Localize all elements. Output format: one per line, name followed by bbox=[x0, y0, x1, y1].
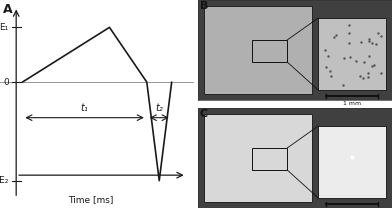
Point bbox=[365, 71, 371, 74]
Point bbox=[371, 63, 377, 67]
Point bbox=[369, 41, 375, 44]
Point bbox=[366, 54, 372, 57]
Point bbox=[365, 75, 371, 79]
Text: t₂: t₂ bbox=[155, 103, 163, 113]
Point bbox=[349, 155, 356, 159]
Point bbox=[333, 33, 339, 37]
Point bbox=[377, 35, 384, 38]
Text: 1 mm: 1 mm bbox=[343, 101, 361, 106]
Text: A: A bbox=[2, 3, 12, 16]
Bar bbox=[252, 40, 287, 62]
Point bbox=[328, 75, 334, 78]
Text: 0: 0 bbox=[3, 78, 9, 87]
Point bbox=[373, 42, 379, 45]
Bar bbox=[318, 18, 386, 90]
Point bbox=[346, 42, 352, 45]
Bar bbox=[204, 6, 312, 94]
Point bbox=[368, 64, 375, 67]
Point bbox=[361, 60, 367, 64]
Point bbox=[360, 76, 367, 80]
Text: - E₂: - E₂ bbox=[0, 176, 9, 185]
Point bbox=[341, 56, 348, 59]
Bar bbox=[204, 114, 312, 202]
Point bbox=[331, 35, 337, 38]
Point bbox=[345, 23, 352, 27]
Point bbox=[352, 59, 359, 63]
Point bbox=[325, 54, 331, 58]
Point bbox=[322, 48, 328, 51]
Point bbox=[323, 66, 329, 69]
Point bbox=[366, 40, 372, 43]
Text: B: B bbox=[200, 1, 208, 11]
Text: E₁: E₁ bbox=[0, 23, 9, 32]
Point bbox=[375, 32, 381, 35]
Point bbox=[347, 55, 353, 58]
Point bbox=[327, 69, 333, 73]
Point bbox=[340, 83, 347, 86]
Point bbox=[357, 75, 363, 78]
Bar bbox=[252, 148, 287, 170]
Point bbox=[358, 40, 364, 43]
Text: t₁: t₁ bbox=[81, 103, 89, 113]
Point bbox=[378, 72, 384, 75]
Bar bbox=[318, 126, 386, 198]
Text: Time [ms]: Time [ms] bbox=[68, 195, 114, 204]
Point bbox=[366, 37, 372, 41]
Point bbox=[346, 32, 352, 35]
Text: C: C bbox=[200, 109, 208, 119]
